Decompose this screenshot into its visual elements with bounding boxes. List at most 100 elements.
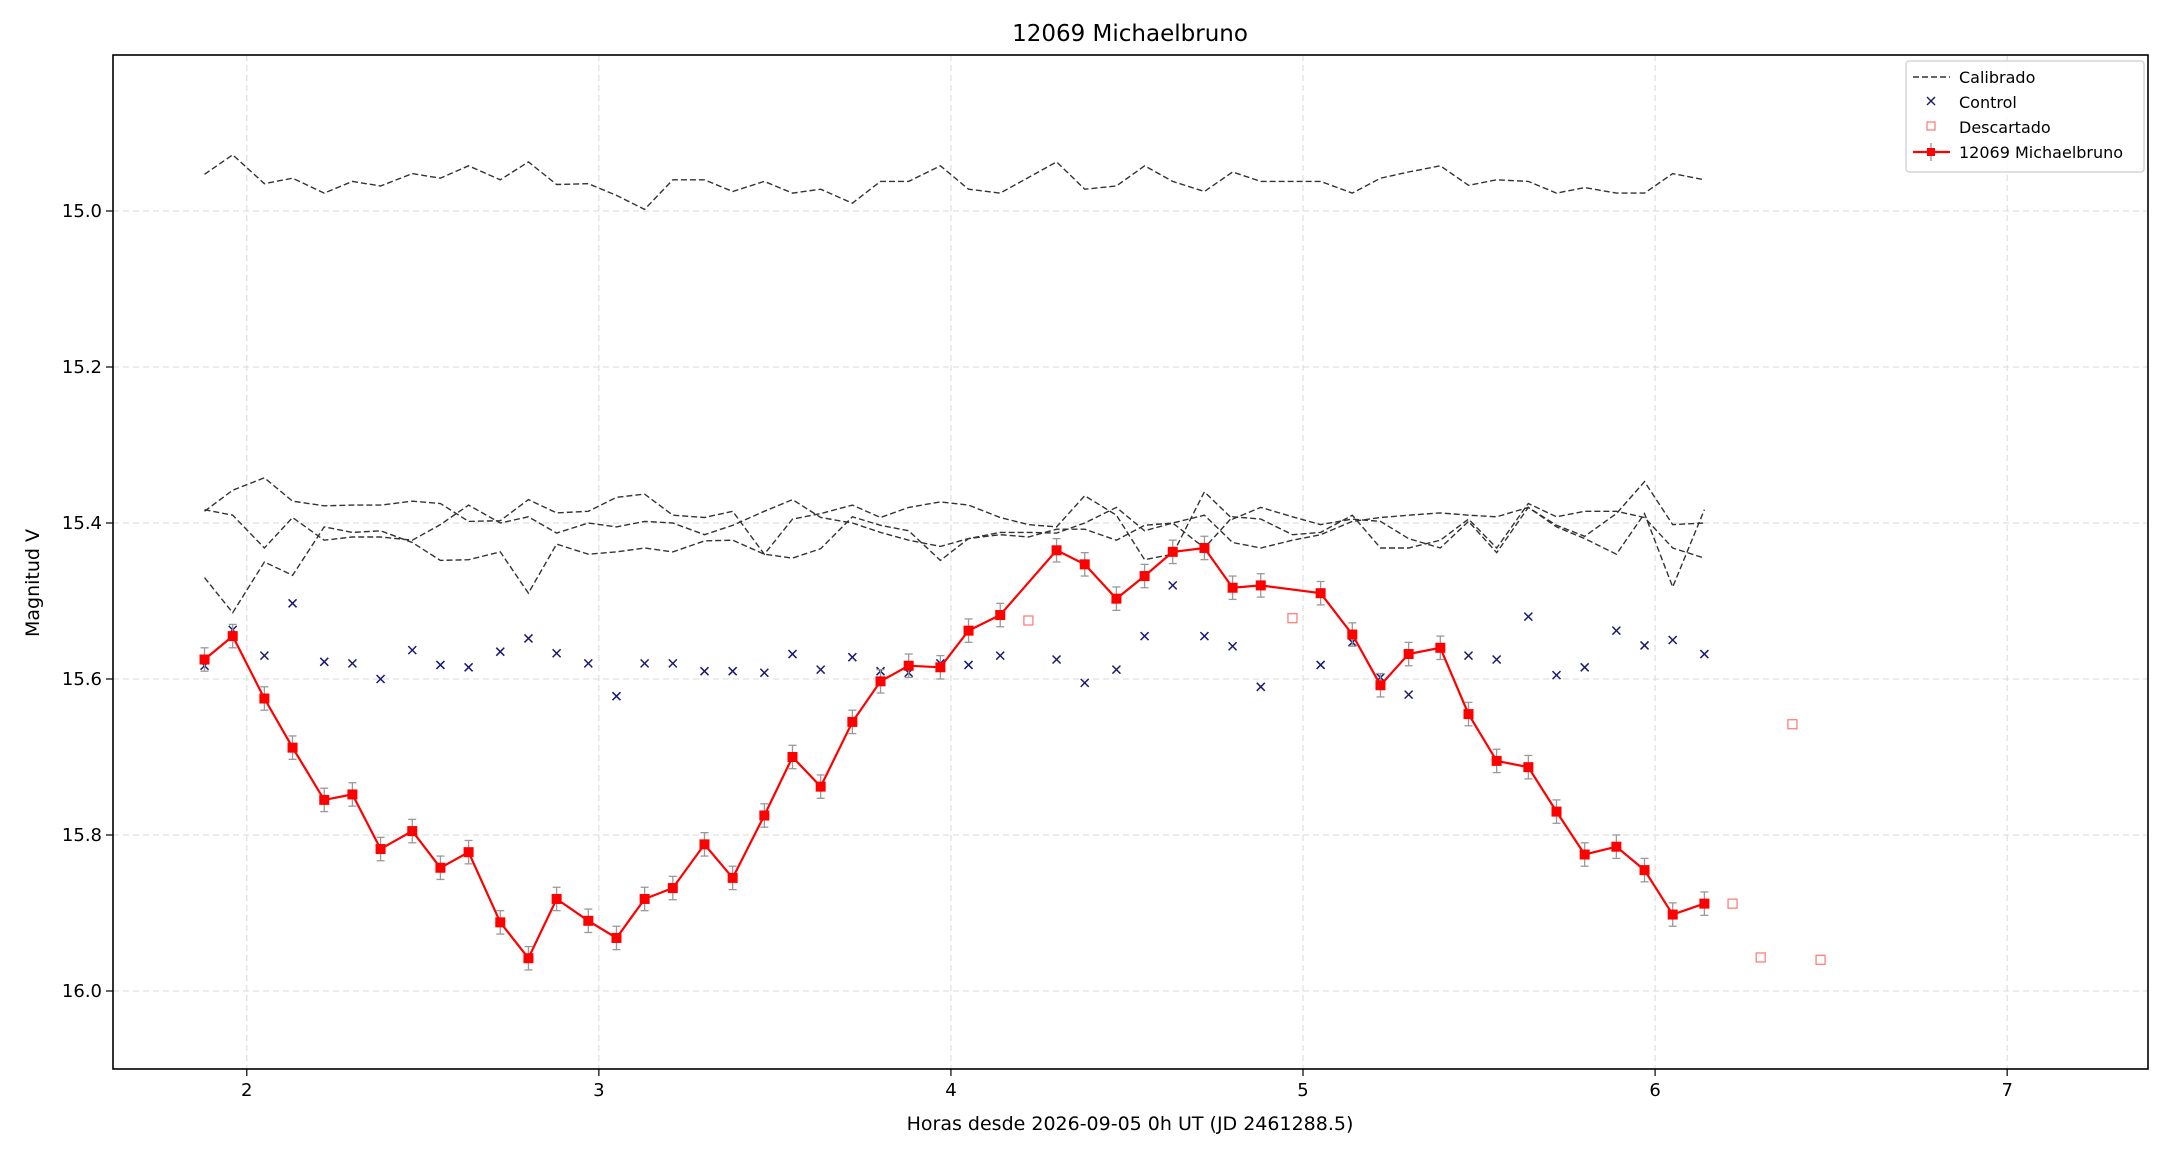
target-point [259, 693, 270, 704]
target-point [319, 794, 330, 805]
target-point [287, 742, 298, 753]
target-point [963, 625, 974, 636]
control-point [407, 645, 417, 655]
target-point [1403, 649, 1414, 660]
control-point [759, 668, 769, 678]
control-point-stroke [1256, 682, 1266, 692]
y-tick-label: 15.0 [62, 201, 102, 222]
discarded-series-group [1023, 613, 1826, 965]
target-point [583, 915, 594, 926]
target-point [347, 789, 358, 800]
legend: Calibrado Control Descartado 12069 Micha… [1905, 60, 2145, 173]
target-point [199, 654, 210, 665]
discarded-point [1787, 719, 1798, 730]
control-point [259, 651, 269, 661]
control-point [847, 652, 857, 662]
target-point [935, 662, 946, 673]
control-point-stroke [464, 662, 474, 672]
control-point-stroke [1199, 631, 1209, 641]
x-tick-label: 6 [1649, 1080, 1660, 1101]
control-point-stroke [495, 647, 505, 657]
x-tick-label: 2 [241, 1080, 252, 1101]
y-tick-label: 15.4 [62, 513, 102, 534]
x-tick-label: 5 [1297, 1080, 1308, 1101]
target-point [1667, 909, 1678, 920]
control-point [552, 648, 562, 658]
target-point [759, 810, 770, 821]
target-point [1491, 755, 1502, 766]
control-point-stroke [407, 645, 417, 655]
target-point [667, 883, 678, 894]
control-point-stroke [640, 658, 650, 668]
control-point [464, 662, 474, 672]
target-point [1139, 571, 1150, 582]
control-point-stroke [523, 633, 533, 643]
control-point-stroke [583, 658, 593, 668]
control-point [1316, 660, 1326, 670]
control-point [1199, 631, 1209, 641]
control-point [1668, 635, 1678, 645]
control-point [1256, 682, 1266, 692]
target-point [1315, 588, 1326, 599]
control-point [1228, 641, 1238, 651]
legend-control-swatch [1926, 96, 1936, 106]
control-point-stroke [1052, 654, 1062, 665]
x-axis-label: Horas desde 2026-09-05 0h UT (JD 2461288… [907, 1113, 1354, 1135]
control-point [728, 666, 738, 676]
discarded-point [1023, 615, 1034, 626]
control-point-stroke [1668, 635, 1678, 645]
control-point-stroke [787, 649, 798, 659]
calibrated-curve [204, 476, 1706, 589]
target-point [375, 844, 386, 855]
target-point [463, 847, 474, 858]
control-point-stroke [1523, 612, 1533, 622]
control-point [1080, 678, 1090, 688]
discarded-point [1287, 613, 1298, 624]
control-point [1140, 631, 1150, 641]
calibrated-curve [203, 502, 1705, 614]
control-point-stroke [1551, 670, 1562, 680]
control-point [1111, 665, 1121, 675]
control-point-stroke [847, 652, 857, 662]
target-point [1551, 806, 1562, 817]
control-point-stroke [728, 666, 738, 676]
control-point-stroke [1316, 660, 1326, 670]
target-point [1255, 580, 1266, 591]
target-point [847, 716, 858, 727]
control-point-stroke [347, 658, 357, 668]
control-point-stroke [552, 648, 562, 658]
target-point [995, 610, 1006, 621]
control-point [1404, 690, 1414, 700]
target-point [875, 676, 886, 687]
control-point-stroke [1168, 580, 1178, 590]
y-tick-label: 15.8 [62, 825, 102, 846]
target-point [611, 932, 622, 943]
control-point-stroke [668, 658, 678, 668]
target-point [227, 631, 238, 642]
target-point [787, 752, 798, 762]
control-point-stroke [759, 668, 769, 678]
x-axis-ticks: 2 3 4 5 6 7 [241, 1069, 2013, 1101]
target-point [523, 953, 534, 964]
legend-frame [1905, 60, 2145, 173]
control-point [1523, 612, 1533, 622]
target-point [1051, 545, 1062, 556]
x-tick-label: 4 [945, 1080, 956, 1101]
legend-target-label: 12069 Michaelbruno [1959, 143, 2123, 162]
discarded-point [1755, 952, 1766, 963]
target-point [1079, 559, 1090, 570]
plot-frame [112, 54, 2149, 1070]
y-axis-ticks: 15.0 15.2 15.4 15.6 15.8 16.0 [62, 201, 113, 1002]
x-tick-label: 3 [593, 1080, 604, 1101]
control-point-stroke [1228, 641, 1238, 651]
control-point [1052, 654, 1062, 665]
control-point-stroke [1611, 626, 1621, 636]
control-point [995, 651, 1005, 661]
chart-title: 12069 Michaelbruno [1012, 21, 1248, 47]
control-point-stroke [1492, 654, 1502, 665]
control-point-stroke [435, 660, 445, 670]
target-point [815, 781, 826, 792]
target-point [639, 893, 650, 904]
control-point [1699, 649, 1709, 659]
